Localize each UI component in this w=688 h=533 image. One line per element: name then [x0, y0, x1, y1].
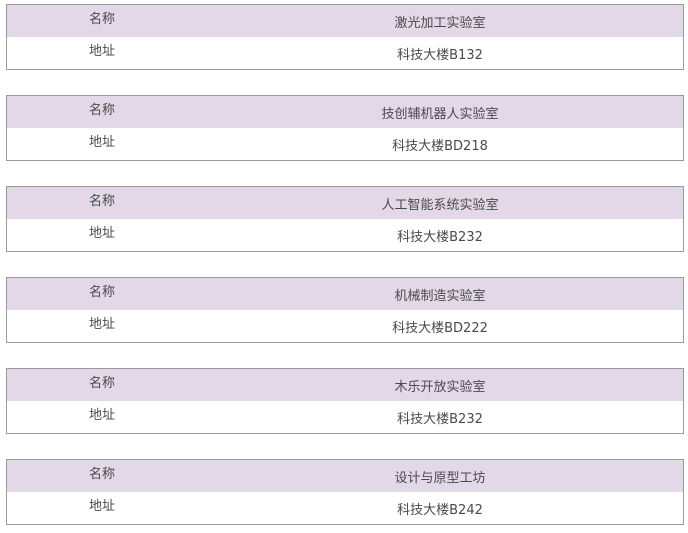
address-label: 地址 — [88, 407, 115, 423]
name-row: 名称 人工智能系统实验室 — [7, 187, 683, 219]
name-label: 名称 — [88, 466, 115, 482]
lab-address: 科技大楼BD222 — [392, 320, 488, 336]
lab-address: 科技大楼BD218 — [392, 138, 488, 154]
lab-table: 名称 木乐开放实验室 地址 科技大楼B232 — [6, 368, 684, 434]
name-label: 名称 — [88, 375, 115, 391]
lab-table: 名称 人工智能系统实验室 地址 科技大楼B232 — [6, 186, 684, 252]
address-row: 地址 科技大楼BD218 — [7, 128, 683, 160]
lab-address: 科技大楼B232 — [397, 229, 483, 245]
name-row: 名称 机械制造实验室 — [7, 278, 683, 310]
lab-table: 名称 机械制造实验室 地址 科技大楼BD222 — [6, 277, 684, 343]
name-row: 名称 设计与原型工坊 — [7, 460, 683, 492]
lab-address: 科技大楼B242 — [397, 502, 483, 518]
lab-address: 科技大楼B232 — [397, 411, 483, 427]
name-label: 名称 — [88, 193, 115, 209]
name-row: 名称 激光加工实验室 — [7, 5, 683, 37]
lab-name: 木乐开放实验室 — [394, 379, 486, 395]
name-row: 名称 木乐开放实验室 — [7, 369, 683, 401]
name-label: 名称 — [88, 102, 115, 118]
address-label: 地址 — [88, 43, 115, 59]
name-label: 名称 — [88, 11, 115, 27]
address-label: 地址 — [88, 225, 115, 241]
lab-name: 设计与原型工坊 — [394, 470, 486, 486]
lab-name: 人工智能系统实验室 — [381, 197, 499, 213]
lab-table: 名称 设计与原型工坊 地址 科技大楼B242 — [6, 459, 684, 525]
lab-name: 激光加工实验室 — [394, 15, 486, 31]
address-row: 地址 科技大楼B232 — [7, 401, 683, 433]
address-row: 地址 科技大楼B132 — [7, 37, 683, 69]
address-label: 地址 — [88, 134, 115, 150]
lab-name: 机械制造实验室 — [394, 288, 486, 304]
lab-name: 技创辅机器人实验室 — [381, 106, 499, 122]
address-row: 地址 科技大楼B232 — [7, 219, 683, 251]
address-row: 地址 科技大楼B242 — [7, 492, 683, 524]
address-label: 地址 — [88, 498, 115, 514]
lab-table: 名称 激光加工实验室 地址 科技大楼B132 — [6, 4, 684, 70]
name-label: 名称 — [88, 284, 115, 300]
lab-table: 名称 技创辅机器人实验室 地址 科技大楼BD218 — [6, 95, 684, 161]
address-label: 地址 — [88, 316, 115, 332]
lab-address: 科技大楼B132 — [397, 47, 483, 63]
address-row: 地址 科技大楼BD222 — [7, 310, 683, 342]
name-row: 名称 技创辅机器人实验室 — [7, 96, 683, 128]
